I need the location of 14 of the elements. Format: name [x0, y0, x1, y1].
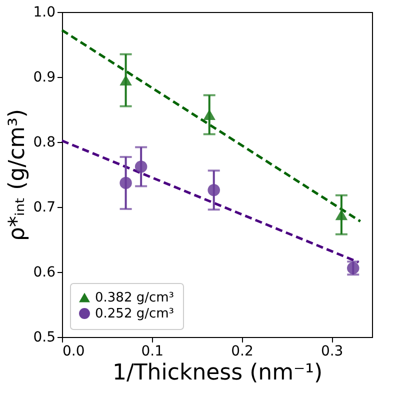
x-tick-label: 0.0 — [62, 344, 85, 360]
y-tick-label: 0.8 — [33, 134, 56, 150]
y-axis-title: ρ*ᵢₙₜ (g/cm³) — [5, 108, 30, 242]
y-tick-label: 0.9 — [33, 70, 56, 86]
y-tick-label: 1.0 — [33, 4, 56, 20]
y-tick-label: 0.7 — [33, 200, 56, 216]
x-axis-title: 1/Thickness (nm⁻¹) — [112, 360, 323, 386]
x-tick-label: 0.1 — [141, 344, 164, 360]
y-tick-label: 0.5 — [33, 330, 56, 346]
legend-label: 0.252 g/cm³ — [95, 306, 174, 322]
x-tick-label: 0.3 — [320, 344, 344, 360]
legend-label: 0.382 g/cm³ — [95, 290, 174, 306]
x-tick-label: 0.2 — [231, 344, 254, 360]
y-tick-label: 0.6 — [33, 264, 56, 280]
